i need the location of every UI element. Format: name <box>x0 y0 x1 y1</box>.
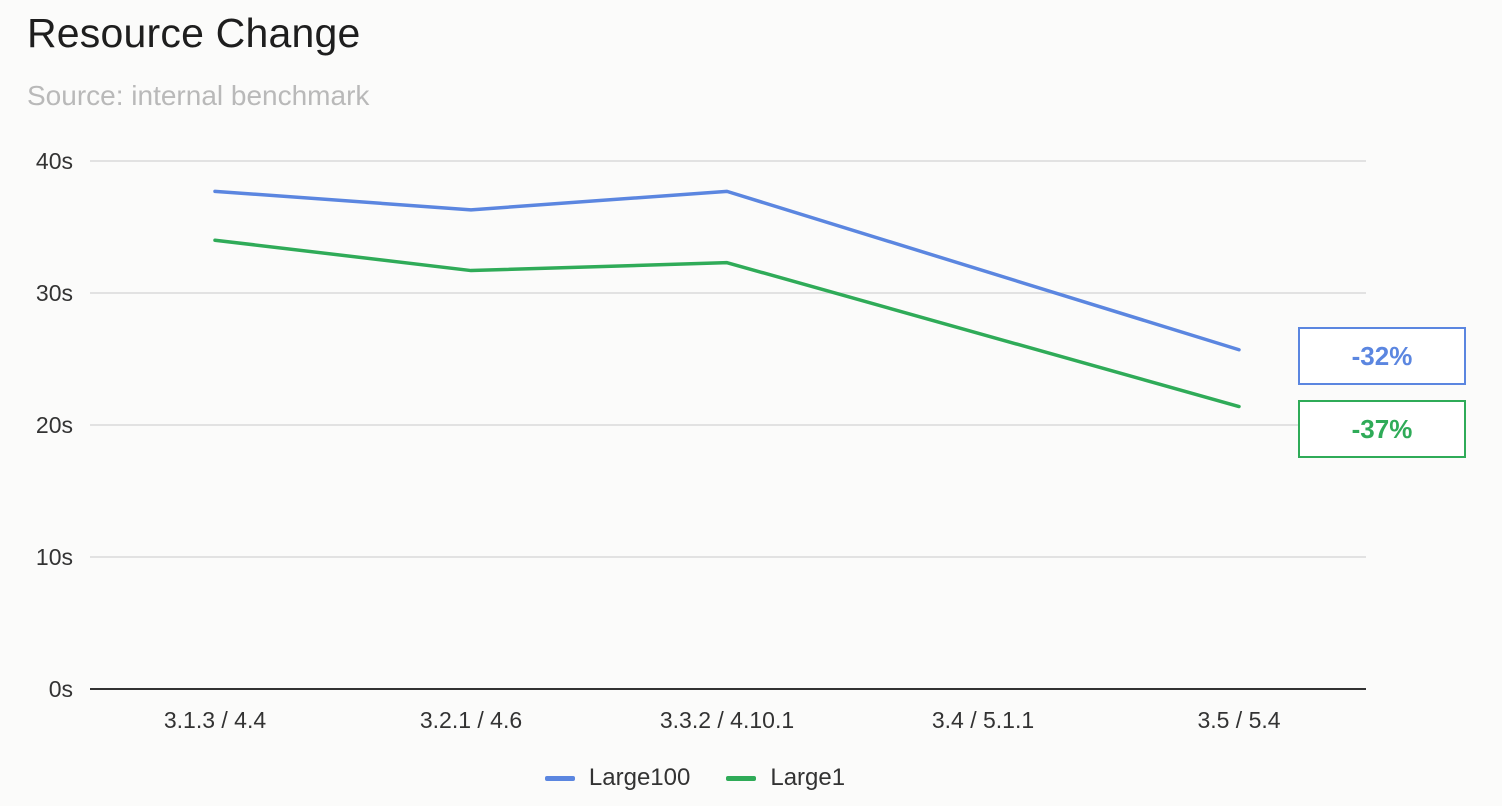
legend-swatch-large1 <box>726 775 757 781</box>
callout-large100-text: -32% <box>1351 340 1413 371</box>
chart-title: Resource Change <box>27 10 361 56</box>
legend-label-large100: Large100 <box>588 764 691 791</box>
x-tick-label: 3.4 / 5.1.1 <box>932 707 1034 733</box>
callout-large100-change: -32% <box>1298 327 1466 385</box>
y-tick-label: 0s <box>49 676 73 702</box>
y-tick-label: 40s <box>36 148 73 174</box>
x-tick-label: 3.5 / 5.4 <box>1197 707 1280 733</box>
y-tick-label: 30s <box>36 280 73 306</box>
x-tick-label: 3.1.3 / 4.4 <box>164 707 267 733</box>
legend-item-large100[interactable]: Large100 <box>544 764 691 792</box>
x-tick-label: 3.2.1 / 4.6 <box>420 707 522 733</box>
chart-subtitle: Source: internal benchmark <box>27 80 370 111</box>
y-tick-label: 10s <box>36 544 73 570</box>
legend-label-large1: Large1 <box>770 764 846 791</box>
legend-item-large1[interactable]: Large1 <box>726 764 845 792</box>
callout-large1-change: -37% <box>1298 400 1466 458</box>
series-line-large100 <box>213 189 1241 352</box>
y-tick-label: 20s <box>36 412 73 438</box>
legend-swatch-large100 <box>544 775 575 781</box>
x-tick-label: 3.3.2 / 4.10.1 <box>660 707 794 733</box>
series-line-large1 <box>213 238 1241 409</box>
callout-large1-text: -37% <box>1351 413 1413 444</box>
chart-legend: Large100 Large1 <box>0 764 1390 792</box>
